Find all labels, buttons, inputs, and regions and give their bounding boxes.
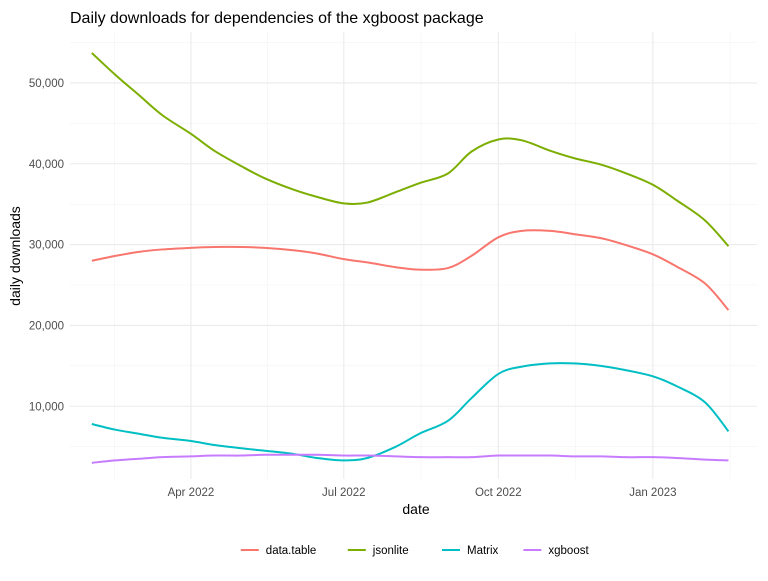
series-line-data-table <box>91 229 730 311</box>
y-tick-label: 20,000 <box>29 320 64 332</box>
x-tick-label: Oct 2022 <box>475 487 522 499</box>
y-axis-title: daily downloads <box>7 206 23 306</box>
minor-gridlines <box>70 32 757 479</box>
x-tick-labels: Apr 2022 Jul 2022 Oct 2022 Jan 2023 <box>168 487 677 499</box>
x-tick-label: Jul 2022 <box>322 487 365 499</box>
series-line-jsonlite <box>91 52 730 247</box>
series-layer <box>91 52 730 464</box>
legend-item-data-table: data.table <box>240 545 317 557</box>
legend-item-jsonlite: jsonlite <box>347 545 409 557</box>
legend-item-matrix: Matrix <box>442 545 499 557</box>
y-tick-label: 40,000 <box>29 159 64 171</box>
series-line-xgboost <box>91 453 729 464</box>
y-tick-label: 10,000 <box>29 401 64 413</box>
legend-label: jsonlite <box>372 545 409 557</box>
y-tick-label: 30,000 <box>29 240 64 252</box>
x-axis-title: date <box>402 501 429 517</box>
legend-label: data.table <box>266 545 317 557</box>
x-tick-label: Apr 2022 <box>168 487 215 499</box>
legend-label: xgboost <box>548 545 589 557</box>
y-tick-labels: 10,000 20,000 30,000 40,000 50,000 <box>29 78 64 413</box>
major-gridlines <box>70 32 757 479</box>
series-line-matrix <box>91 362 730 462</box>
legend-item-xgboost: xgboost <box>523 545 589 557</box>
x-tick-label: Jan 2023 <box>629 487 676 499</box>
legend: data.table jsonlite Matrix xgboost <box>240 545 589 557</box>
y-tick-label: 50,000 <box>29 78 64 90</box>
legend-label: Matrix <box>467 545 499 557</box>
chart-title: Daily downloads for dependencies of the … <box>70 10 484 27</box>
